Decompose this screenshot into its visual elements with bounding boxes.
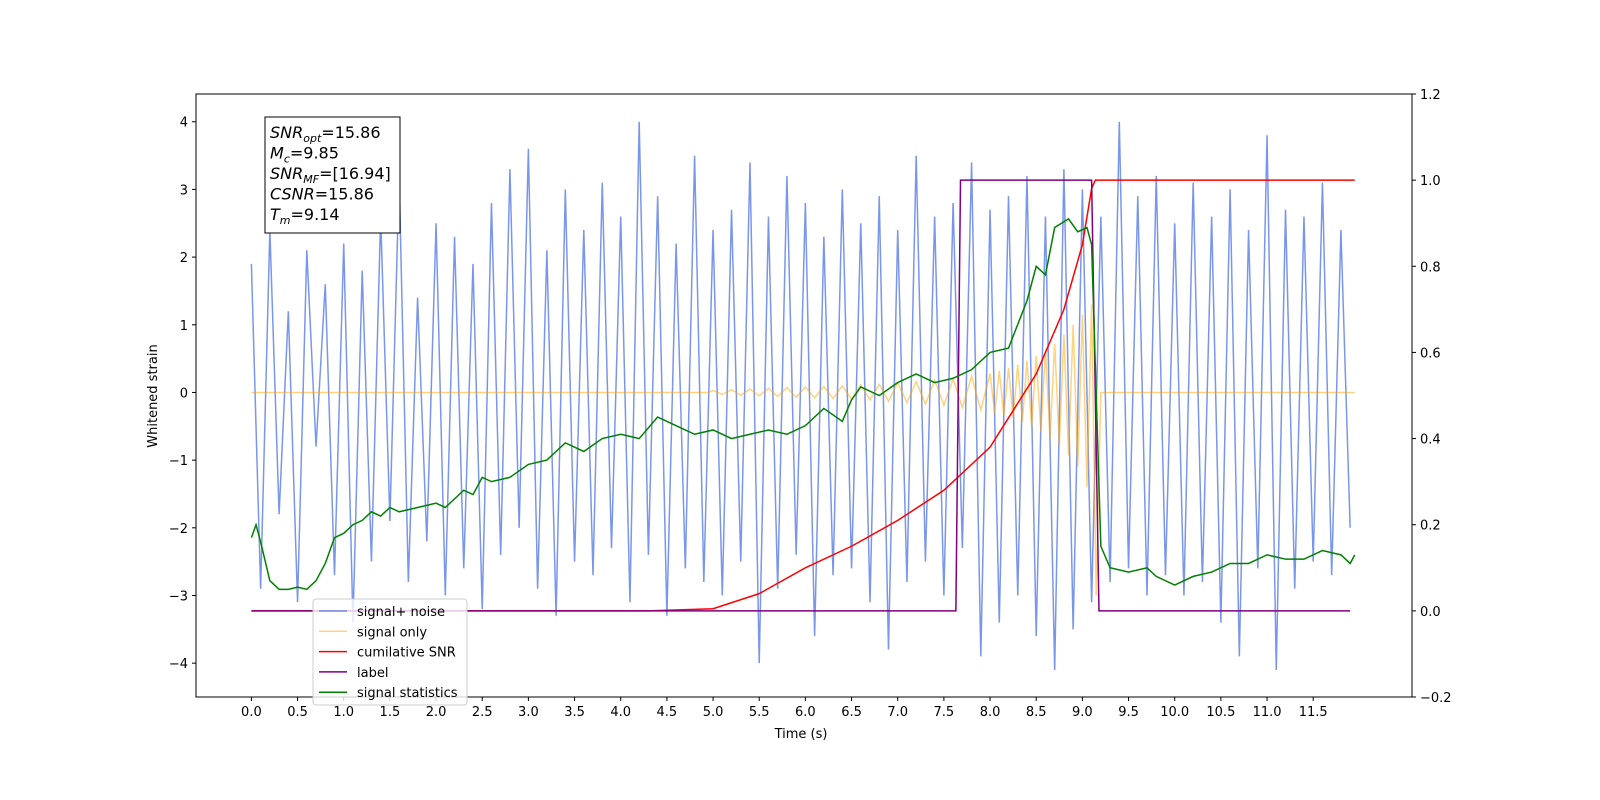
x-tick-label: 0.5	[287, 705, 308, 720]
y-tick-label: −2	[169, 522, 188, 537]
x-tick-label: 5.5	[749, 705, 770, 720]
y2-tick-label: 1.2	[1420, 88, 1441, 103]
x-tick-label: 3.0	[518, 705, 539, 720]
y-tick-label: 4	[180, 116, 188, 131]
annotation-value: =15.86	[315, 185, 374, 204]
annotation-symbol: SNR	[270, 123, 303, 142]
x-tick-label: 6.5	[841, 705, 862, 720]
x-tick-label: 1.0	[333, 705, 354, 720]
x-axis-label: Time (s)	[774, 727, 828, 742]
x-tick-label: 8.5	[1026, 705, 1047, 720]
y-tick-label: 0	[180, 386, 188, 401]
y2-tick-label: 1.0	[1420, 174, 1441, 189]
y-tick-label: −4	[169, 657, 188, 672]
annotation-line: Tm=9.14	[270, 205, 340, 227]
y-tick-label: 3	[180, 183, 188, 198]
annotation-symbol: SNR	[270, 164, 303, 183]
x-tick-label: 11.0	[1253, 705, 1282, 720]
y-tick-label: 1	[180, 319, 188, 334]
series-line	[250, 217, 1356, 591]
legend-label: cumilative SNR	[357, 646, 456, 661]
y-tick-label: 2	[180, 251, 188, 266]
annotation-symbol: T	[270, 205, 281, 224]
x-tick-label: 9.5	[1118, 705, 1139, 720]
series-line	[251, 179, 1355, 612]
y-tick-label: −3	[169, 589, 188, 604]
y-tick-label: −1	[169, 454, 188, 469]
y2-tick-label: 0.6	[1420, 346, 1441, 361]
x-tick-label: 5.0	[703, 705, 724, 720]
legend-label: signal statistics	[357, 686, 458, 701]
x-tick-label: 8.0	[980, 705, 1001, 720]
x-tick-label: 4.5	[657, 705, 678, 720]
x-tick-label: 7.5	[934, 705, 955, 720]
x-tick-label: 2.5	[472, 705, 493, 720]
x-tick-label: 9.0	[1072, 705, 1093, 720]
x-tick-label: 10.5	[1206, 705, 1235, 720]
x-tick-label: 0.0	[241, 705, 262, 720]
annotation-subscript: c	[284, 153, 290, 166]
annotation-line: SNRopt=15.86	[270, 123, 381, 145]
x-tick-label: 6.0	[795, 705, 816, 720]
annotation-subscript: m	[280, 214, 291, 227]
y2-tick-label: 0.0	[1420, 605, 1441, 620]
y2-tick-label: 0.8	[1420, 260, 1441, 275]
legend-label: label	[357, 666, 388, 681]
annotation-value: =9.85	[290, 144, 339, 163]
annotation-value: =9.14	[291, 205, 340, 224]
annotation-symbol: M	[270, 144, 284, 163]
series-line	[251, 179, 1351, 612]
annotation-value: =[16.94]	[319, 164, 391, 183]
x-tick-label: 3.5	[564, 705, 585, 720]
plot-frame	[195, 93, 1413, 698]
annotation-line: CSNR=15.86	[270, 185, 374, 204]
annotation-symbol: CSNR	[270, 185, 315, 204]
legend-box	[312, 598, 468, 706]
x-tick-label: 11.5	[1299, 705, 1328, 720]
x-tick-label: 10.0	[1160, 705, 1189, 720]
annotation-subscript: opt	[303, 132, 322, 145]
y-axis-label: Whitened strain	[146, 344, 161, 447]
y2-tick-label: 0.2	[1420, 519, 1441, 534]
legend-label: signal only	[357, 625, 427, 640]
x-tick-label: 4.0	[610, 705, 631, 720]
y2-tick-label: 0.4	[1420, 433, 1441, 448]
annotation-box	[264, 116, 401, 234]
annotation-line: SNRMF=[16.94]	[270, 164, 391, 186]
x-tick-label: 7.0	[887, 705, 908, 720]
annotation-line: Mc=9.85	[270, 144, 339, 166]
series-line	[250, 121, 1351, 670]
y2-tick-label: −0.2	[1420, 691, 1452, 706]
legend-label: signal+ noise	[357, 605, 445, 620]
annotation-subscript: MF	[303, 173, 319, 186]
annotation-value: =15.86	[321, 123, 380, 142]
x-tick-label: 1.5	[380, 705, 401, 720]
x-tick-label: 2.0	[426, 705, 447, 720]
